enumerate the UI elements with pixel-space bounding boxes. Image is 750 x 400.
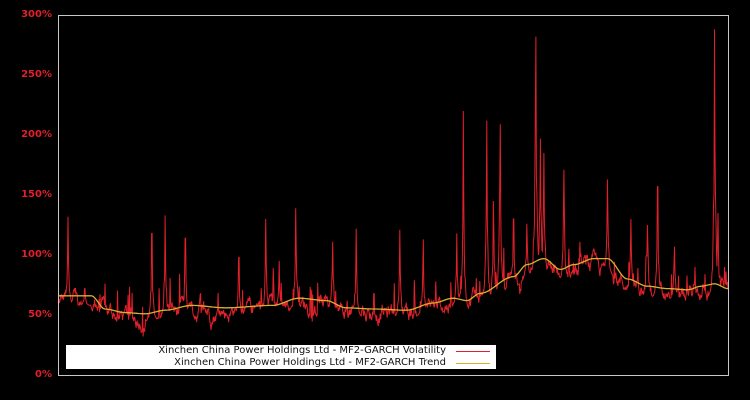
legend-label: Xinchen China Power Holdings Ltd - MF2-G… xyxy=(158,345,446,356)
y-tick-label: 50% xyxy=(28,309,52,320)
plot-area-border xyxy=(58,15,729,376)
legend-label: Xinchen China Power Holdings Ltd - MF2-G… xyxy=(174,357,446,368)
chart-legend: Xinchen China Power Holdings Ltd - MF2-G… xyxy=(66,345,496,369)
legend-item-volatility: Xinchen China Power Holdings Ltd - MF2-G… xyxy=(158,345,490,357)
trend-series xyxy=(58,257,729,315)
legend-item-trend: Xinchen China Power Holdings Ltd - MF2-G… xyxy=(174,357,490,369)
y-tick-label: 200% xyxy=(21,129,52,140)
legend-swatch-red xyxy=(456,350,490,352)
y-tick-label: 150% xyxy=(21,189,52,200)
legend-swatch-gold xyxy=(456,362,490,364)
y-tick-label: 300% xyxy=(21,9,52,20)
y-tick-label: 0% xyxy=(35,369,52,380)
volatility-series xyxy=(57,29,729,337)
y-tick-label: 250% xyxy=(21,69,52,80)
y-tick-label: 100% xyxy=(21,249,52,260)
